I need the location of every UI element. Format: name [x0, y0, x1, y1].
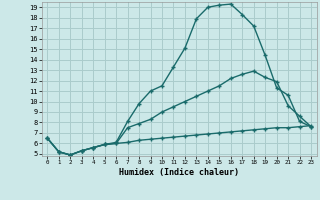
X-axis label: Humidex (Indice chaleur): Humidex (Indice chaleur): [119, 168, 239, 177]
